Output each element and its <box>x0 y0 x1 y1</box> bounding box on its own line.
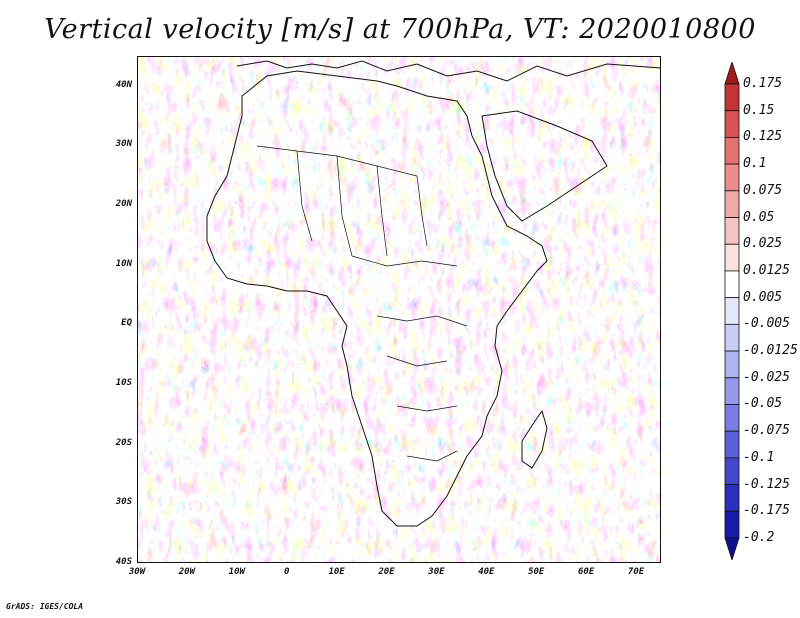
lon-tick-label: 20W <box>178 567 196 577</box>
colorbar-level-label: 0.075 <box>743 182 783 198</box>
madagascar-coastline <box>521 409 548 469</box>
africa-coastline <box>206 70 548 527</box>
lon-tick-label: 50E <box>528 567 545 577</box>
lat-tick-label: 10N <box>115 258 132 269</box>
colorbar-level-label: -0.005 <box>743 316 790 332</box>
colorbar-segment <box>724 350 740 379</box>
colorbar-level-label: 0.0125 <box>743 262 790 278</box>
colorbar-level-label: 0.1 <box>743 156 767 172</box>
lon-tick-label: 10W <box>228 567 245 577</box>
lon-tick-label: 0 <box>283 567 290 577</box>
lon-tick-label: 30W <box>128 567 146 577</box>
colorbar-segment <box>724 83 740 112</box>
map-frame <box>137 56 661 563</box>
lat-tick-label: 30S <box>115 497 132 508</box>
colorbar-level-label: 0.15 <box>743 102 775 118</box>
colorbar-level-label: -0.025 <box>743 369 790 385</box>
lon-tick-label: 70E <box>627 567 645 577</box>
lat-tick-label: 40S <box>115 557 132 567</box>
colorbar-segment <box>724 323 740 352</box>
grads-credit: GrADS: IGES/COLA <box>6 602 84 611</box>
colorbar-level-label: -0.1 <box>743 449 775 465</box>
colorbar-level-label: -0.125 <box>743 476 790 492</box>
map-panel <box>137 56 661 563</box>
colorbar-level-label: -0.075 <box>743 423 790 439</box>
lat-tick-label: 10S <box>115 378 132 389</box>
lat-tick-label: EQ <box>121 318 132 329</box>
europe-coastline <box>236 60 661 82</box>
colorbar-segment <box>724 297 740 325</box>
colorbar <box>724 62 740 560</box>
colorbar-segment <box>724 110 740 138</box>
colorbar-segment <box>724 217 740 245</box>
colorbar-segment <box>724 457 740 485</box>
colorbar-segment <box>724 243 740 272</box>
colorbar-level-label: -0.2 <box>743 530 775 545</box>
colorbar-segment <box>724 404 740 432</box>
colorbar-level-label: -0.175 <box>743 503 790 519</box>
colorbar-segment <box>724 430 740 459</box>
lon-tick-label: 20E <box>378 567 395 577</box>
arabia-coastline <box>481 110 608 222</box>
colorbar-top-arrow <box>724 62 740 85</box>
lon-tick-label: 10E <box>328 567 345 577</box>
colorbar-segment <box>724 163 740 192</box>
colorbar-level-label: -0.0125 <box>743 343 798 359</box>
country-borders <box>256 145 468 462</box>
lon-tick-label: 60E <box>578 567 595 577</box>
colorbar-bottom-arrow <box>724 537 740 560</box>
colorbar-segment <box>724 510 740 539</box>
lat-tick-label: 20N <box>115 199 132 210</box>
colorbar-level-label: 0.125 <box>743 129 783 145</box>
colorbar-segment <box>724 190 740 218</box>
colorbar-level-label: 0.175 <box>743 76 783 91</box>
colorbar-level-label: 0.005 <box>743 289 783 305</box>
field-noise <box>137 56 661 563</box>
lon-tick-label: 30E <box>428 567 445 577</box>
colorbar-segment <box>724 377 740 405</box>
lat-tick-label: 20S <box>115 437 132 448</box>
lat-tick-label: 40N <box>115 79 132 90</box>
colorbar-level-label: 0.025 <box>743 236 783 252</box>
colorbar-segment <box>724 270 740 299</box>
colorbar-level-label: -0.05 <box>743 396 783 412</box>
lat-tick-label: 30N <box>115 139 132 150</box>
chart-title: Vertical velocity [m/s] at 700hPa, VT: 2… <box>44 14 756 45</box>
colorbar-segment <box>724 137 740 165</box>
colorbar-segment <box>724 484 740 512</box>
vertical-velocity-field <box>137 56 661 563</box>
colorbar-level-label: 0.05 <box>743 209 775 225</box>
lon-tick-label: 40E <box>478 567 495 577</box>
